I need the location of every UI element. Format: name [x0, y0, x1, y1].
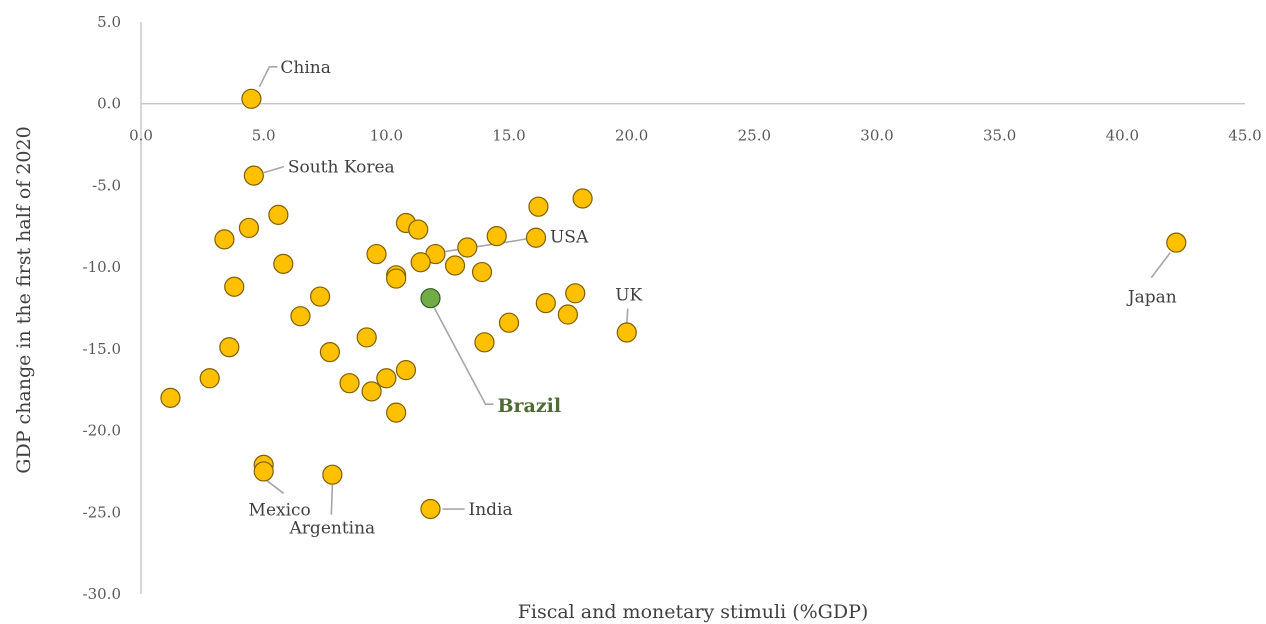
data-point	[366, 243, 387, 265]
data-point	[572, 188, 593, 209]
point-label: Japan	[1126, 288, 1177, 308]
data-point	[535, 292, 556, 314]
data-point	[160, 387, 181, 408]
y-tick-label: 0.0	[97, 95, 121, 113]
axes	[140, 22, 1245, 594]
x-axis-title: Fiscal and monetary stimuli (%GDP)	[518, 601, 869, 623]
data-point	[616, 322, 637, 343]
leader-line	[433, 307, 494, 405]
x-tick-labels: 0.0 5.0 10.0 15.0 20.0 25.0 30.0 35.0 40.0 45.0	[129, 127, 1262, 145]
point-label: USA	[550, 228, 589, 248]
data-point	[273, 253, 294, 274]
leader-line	[263, 165, 285, 174]
x-tick-label: 40.0	[1106, 127, 1139, 145]
data-points	[160, 88, 1187, 520]
data-point	[322, 464, 343, 485]
data-point	[525, 227, 547, 248]
data-point	[420, 498, 441, 520]
x-tick-label: 45.0	[1228, 127, 1261, 145]
x-tick-label: 5.0	[252, 127, 276, 145]
data-point	[410, 252, 431, 273]
x-tick-label: 30.0	[860, 127, 893, 145]
x-tick-label: 35.0	[983, 127, 1016, 145]
highlight-point	[420, 288, 441, 309]
data-point	[214, 229, 235, 250]
data-point	[199, 368, 220, 389]
data-point	[528, 196, 549, 217]
point-label: South Korea	[288, 158, 395, 178]
data-point	[565, 283, 586, 304]
data-point	[243, 165, 264, 186]
data-point	[224, 276, 245, 297]
data-point	[309, 286, 331, 307]
data-point	[444, 255, 466, 276]
data-point	[408, 219, 429, 240]
x-tick-label: 0.0	[129, 127, 153, 145]
y-tick-label: 5.0	[97, 13, 121, 31]
point-label: UK	[615, 286, 642, 306]
label-leader-lines	[258, 66, 1171, 515]
leader-line	[1150, 252, 1171, 279]
x-tick-label: 20.0	[615, 127, 648, 145]
x-tick-label: 25.0	[738, 127, 771, 145]
data-point	[498, 312, 520, 333]
point-label: Argentina	[289, 519, 376, 539]
data-point	[457, 237, 478, 258]
data-point	[395, 360, 417, 381]
y-tick-label: -25.0	[83, 503, 121, 521]
data-point	[471, 261, 493, 283]
data-point	[376, 368, 397, 389]
y-tick-label: -5.0	[92, 176, 121, 194]
data-point	[386, 268, 407, 289]
data-point	[219, 337, 240, 358]
data-point	[253, 461, 274, 482]
data-point	[268, 204, 289, 225]
data-point	[486, 225, 507, 247]
y-tick-label: -20.0	[83, 422, 121, 440]
data-point	[290, 306, 311, 327]
x-tick-label: 15.0	[492, 127, 525, 145]
x-tick-label: 10.0	[370, 127, 403, 145]
y-tick-label: -30.0	[83, 585, 121, 603]
leader-line	[330, 484, 334, 515]
y-tick-label: -15.0	[83, 340, 121, 358]
data-point	[1166, 232, 1187, 253]
y-tick-label: -10.0	[83, 258, 121, 276]
data-point	[557, 304, 578, 325]
data-point	[241, 88, 262, 109]
y-tick-labels: 5.0 0.0 -5.0 -10.0 -15.0 -20.0 -25.0 -30.0	[83, 13, 121, 603]
leader-line	[258, 66, 278, 88]
data-point	[474, 332, 495, 353]
point-label: China	[280, 58, 330, 78]
data-point	[386, 402, 407, 423]
data-point	[319, 342, 341, 363]
data-point	[339, 373, 360, 394]
leader-line	[266, 479, 285, 495]
point-label: India	[468, 500, 512, 520]
point-labels: China South Korea USA Japan Brazil UK MexicoAr…	[249, 58, 1177, 539]
leader-line	[625, 308, 629, 325]
point-label: Brazil	[497, 395, 561, 417]
point-label: Mexico	[249, 500, 311, 520]
data-point	[356, 327, 377, 348]
data-point	[238, 217, 260, 239]
y-axis-title: GDP change in the first half of 2020	[13, 126, 35, 473]
data-point	[361, 381, 382, 402]
